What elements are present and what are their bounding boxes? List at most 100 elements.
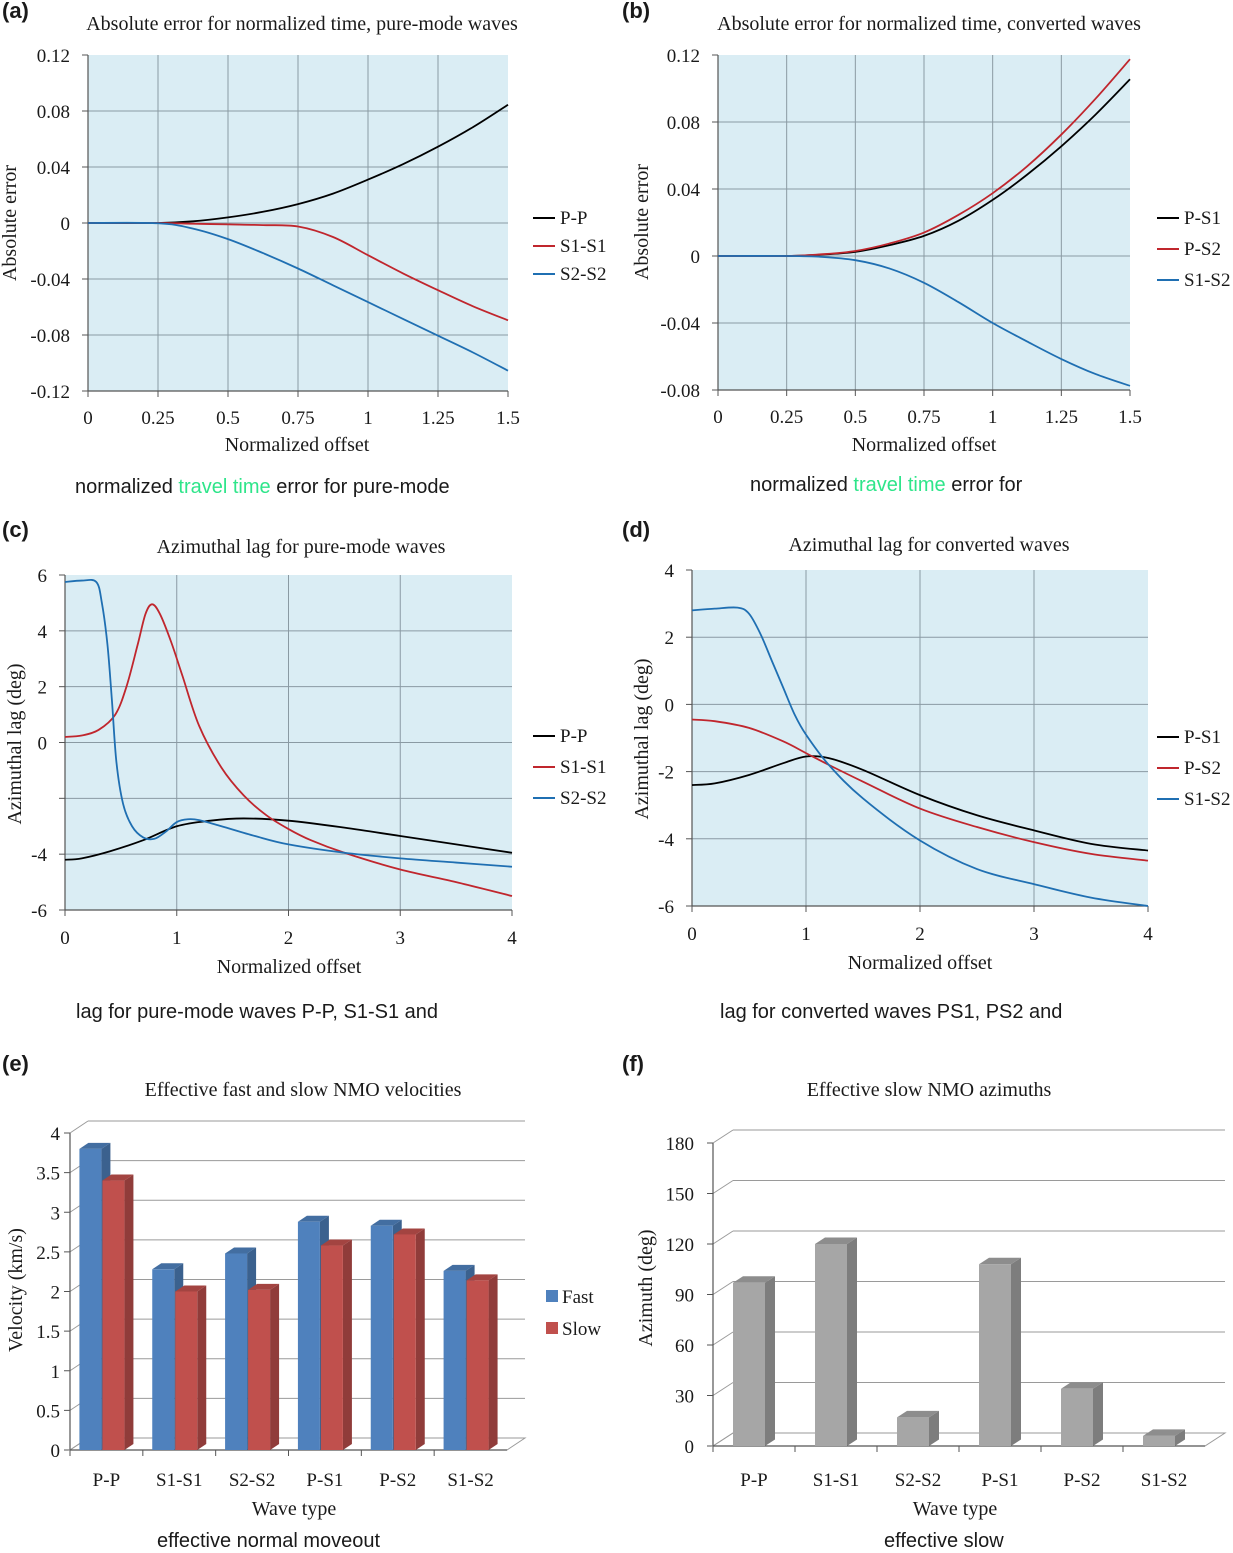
y-tick-label: 6: [38, 566, 48, 587]
bar: [175, 1291, 198, 1450]
gridline-depth: [712, 1281, 734, 1295]
bar-side: [1093, 1382, 1103, 1446]
y-tick-label: -4: [31, 845, 47, 866]
series-line-p-s2: [691, 718, 1149, 862]
y-tick-label: 0.08: [37, 102, 70, 123]
category-label: P-P: [740, 1470, 767, 1491]
y-tick-label: 2: [665, 628, 675, 649]
category-label: S1-S2: [1141, 1470, 1187, 1491]
bar: [102, 1180, 125, 1450]
x-tick-label: 0: [83, 408, 93, 429]
legend-label: S1-S1: [560, 757, 606, 778]
category-label: P-P: [93, 1470, 120, 1491]
category-label: P-S1: [306, 1470, 343, 1491]
y-tick-label: 2: [51, 1283, 61, 1304]
y-tick-label: 4: [38, 622, 48, 643]
chart-b: 0 0.25 0.5 0.75 1 1.25 1.5 0.12 0.08 0.04 0 -0.04 -0…: [622, 0, 1230, 456]
y-tick-label: -6: [658, 897, 674, 918]
chart-title: Absolute error for normalized time, pure…: [86, 13, 518, 35]
x-axis-label: Wave type: [252, 1498, 337, 1520]
chart-a: 0 0.25 0.5 0.75 1 1.25 1.5 0.12 0.08 0.04 0 -0.04 -0…: [0, 0, 606, 456]
caption-f: effective slow: [884, 1530, 1004, 1552]
x-tick-label: 1.5: [1118, 407, 1142, 428]
y-tick-label: -2: [658, 763, 674, 784]
chart-title: Effective slow NMO azimuths: [807, 1079, 1052, 1101]
y-tick-label: 180: [666, 1134, 695, 1155]
bar: [443, 1270, 466, 1450]
bar-top: [370, 1219, 402, 1226]
y-axis-label: Absolute error: [631, 164, 653, 280]
panel-label: (d): [622, 517, 650, 542]
x-tick-label: 1.5: [496, 408, 520, 429]
caption-d: lag for converted waves PS1, PS2 and: [720, 1001, 1063, 1023]
y-tick-label: 30: [675, 1387, 694, 1408]
x-tick-label: 0.25: [141, 408, 174, 429]
panel-label: (a): [2, 0, 29, 23]
legend-label: P-S2: [1184, 758, 1221, 779]
caption-a-highlight: travel time: [178, 476, 271, 498]
series-line-p-p: [87, 103, 509, 225]
legend-label: P-S1: [1184, 727, 1221, 748]
bar-top: [393, 1228, 425, 1235]
chart-title: Azimuthal lag for pure-mode waves: [157, 536, 446, 558]
x-tick-label: 0: [60, 928, 70, 949]
x-tick-label: 1: [172, 928, 182, 949]
legend-label: P-P: [560, 726, 587, 747]
category-label: P-S1: [982, 1470, 1019, 1491]
bar-top: [320, 1239, 352, 1246]
y-tick-label: 2.5: [36, 1243, 60, 1264]
series-line-s1-s2: [691, 606, 1149, 907]
bar-top: [815, 1237, 857, 1244]
y-tick-label: 150: [666, 1185, 695, 1206]
series-line-s2-s2: [64, 578, 513, 868]
legend-label: S1-S2: [1184, 789, 1230, 810]
gridline-depth: [712, 1180, 734, 1194]
x-axis-label: Normalized offset: [217, 956, 362, 978]
x-tick-label: 1.25: [421, 408, 454, 429]
y-tick-label: 4: [51, 1124, 61, 1145]
bar-top: [297, 1215, 329, 1222]
x-tick-label: 1: [801, 924, 811, 945]
caption-a-before: normalized: [75, 476, 179, 498]
bar-side: [1175, 1429, 1185, 1446]
legend-label: Fast: [562, 1287, 594, 1308]
x-tick-label: 0: [687, 924, 697, 945]
x-tick-label: 0.75: [907, 407, 940, 428]
y-tick-label: 2: [38, 678, 48, 699]
caption-b-before: normalized: [750, 474, 854, 496]
x-tick-label: 1: [988, 407, 998, 428]
category-label: S2-S2: [229, 1470, 275, 1491]
y-tick-label: 0: [51, 1441, 61, 1462]
y-axis-label: Absolute error: [0, 165, 21, 281]
bar-group: [897, 1410, 939, 1446]
bar: [466, 1280, 489, 1450]
y-tick-label: -0.04: [30, 270, 70, 291]
bar-group: [1061, 1382, 1103, 1446]
legend-swatch: [546, 1322, 558, 1334]
bar: [225, 1253, 248, 1450]
series-line-s2-s2: [87, 221, 509, 372]
legend-label: S1-S1: [560, 236, 606, 257]
y-axis-label: Velocity (km/s): [5, 1228, 27, 1352]
x-tick-label: 3: [1029, 924, 1039, 945]
bar: [320, 1245, 343, 1450]
legend-label: S2-S2: [560, 788, 606, 809]
bar-group: [393, 1228, 425, 1450]
y-tick-label: 1.5: [36, 1322, 60, 1343]
caption-b-after: error for: [945, 474, 1023, 496]
x-tick-label: 0.5: [843, 407, 867, 428]
y-tick-label: -0.12: [30, 382, 70, 403]
y-tick-label: 0.5: [36, 1401, 60, 1422]
x-tick-label: 0.5: [216, 408, 240, 429]
gridline-depth: [712, 1382, 734, 1396]
gridline-depth: [712, 1331, 734, 1346]
y-tick-label: 1: [51, 1362, 61, 1383]
bar-top: [466, 1274, 498, 1281]
bar: [1061, 1388, 1093, 1446]
panel-label: (b): [622, 0, 650, 23]
bar: [248, 1289, 271, 1450]
series-line-s1-s2: [717, 255, 1131, 387]
bar-side: [197, 1285, 207, 1450]
y-axis-label: Azimuthal lag (deg): [631, 658, 653, 819]
caption-a: normalized travel time error for pure-mo…: [75, 476, 450, 499]
